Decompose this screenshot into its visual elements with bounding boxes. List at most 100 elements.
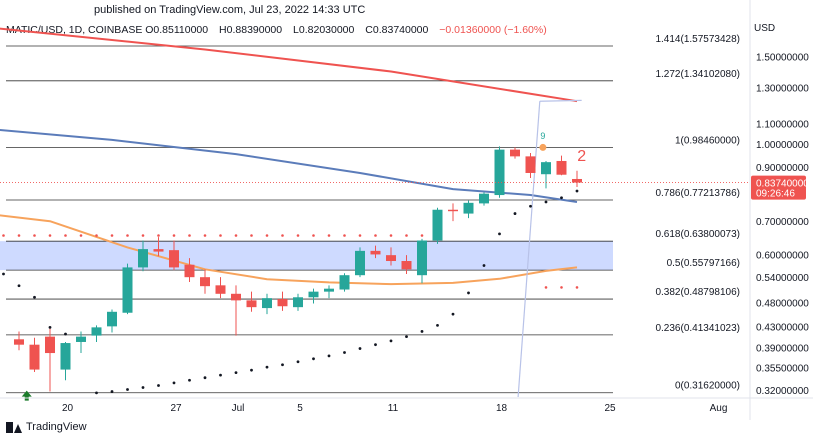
sar-dot-black	[436, 323, 439, 327]
open-label: O	[145, 24, 154, 36]
sar-dot-black	[219, 373, 222, 377]
y-tick-label: 0.48000000	[756, 299, 809, 310]
footer-brand[interactable]: TradingView	[26, 421, 87, 433]
y-tick-label: 0.54000000	[756, 273, 809, 284]
y-tick-label: 0.32000000	[756, 386, 809, 397]
candle-body	[246, 300, 257, 308]
sar-dot-black	[265, 365, 269, 369]
price-tag-box	[751, 175, 806, 200]
sar-dot-black	[575, 189, 579, 193]
sar-dot-black	[343, 351, 346, 354]
sar-dot-black	[95, 391, 98, 395]
close-label: C	[365, 24, 373, 36]
candle-body	[29, 344, 40, 370]
fib-level-label: 0.618(0.63800073)	[655, 229, 740, 240]
candle-body	[200, 277, 210, 287]
x-tick-label: Aug	[710, 403, 728, 414]
currency-label: USD	[754, 23, 775, 34]
sar-dot-red	[64, 234, 67, 237]
fib-level-label: 1.414(1.57573428)	[655, 34, 740, 45]
candle-body	[324, 288, 334, 292]
y-tick-label: 0.35500000	[756, 364, 809, 375]
fib-level-label: 0.236(0.41341023)	[655, 323, 740, 334]
sar-dot-black	[141, 386, 145, 389]
sar-dot-black	[33, 295, 36, 299]
sar-dot-red	[250, 234, 253, 237]
candle-body	[138, 249, 148, 268]
x-tick-label: 11	[388, 403, 399, 414]
sar-dot-black	[560, 196, 563, 200]
candle-body	[463, 202, 474, 214]
sar-dot-black	[513, 212, 517, 215]
sar-dot-black	[234, 371, 238, 375]
high-label: H	[219, 24, 227, 36]
sar-dot-red	[157, 234, 160, 237]
sar-dot-red	[110, 234, 114, 237]
sar-dot-black	[188, 378, 191, 382]
sar-dot-red	[141, 234, 145, 237]
sar-dot-black	[374, 343, 377, 347]
sar-dot-red	[17, 234, 21, 237]
sar-dot-red	[420, 234, 424, 237]
sar-dot-red	[343, 234, 346, 237]
sar-dot-black	[498, 232, 501, 236]
symbol-ohlc-row: MATIC/USD, 1D, COINBASE O0.85110000 H0.8…	[6, 24, 547, 36]
price-chart[interactable]: 1.414(1.57573428) 1.272(1.34102080) 1(0.98…	[0, 0, 813, 420]
x-tick-label: 18	[496, 403, 508, 414]
sar-dot-red	[575, 286, 579, 289]
open-value: 0.85110000	[153, 24, 209, 36]
support-zone	[0, 241, 613, 271]
sar-dot-black	[250, 368, 253, 372]
red-moving-average-line	[0, 27, 578, 103]
candle-body	[122, 267, 133, 313]
price-tag-countdown: 09:26:46	[756, 189, 795, 200]
sar-dot-red	[327, 234, 331, 237]
fib-level-label: 0.5(0.55797166)	[667, 258, 740, 269]
sar-dot-black	[110, 390, 114, 393]
candle-body	[231, 293, 241, 301]
sar-dot-black	[389, 339, 393, 343]
sar-dot-red	[296, 234, 300, 237]
x-tick-label: 27	[170, 403, 182, 414]
candle-body	[277, 299, 288, 307]
sar-dot-red	[33, 234, 36, 237]
fib-level-label: 0.382(0.48798106)	[655, 287, 740, 298]
footer: TradingView	[6, 421, 87, 433]
sar-dot-black	[312, 357, 315, 361]
sar-dot-red	[172, 234, 176, 237]
sar-dot-red	[2, 234, 5, 237]
y-tick-label: 1.50000000	[756, 53, 809, 64]
sar-dot-red	[544, 286, 548, 289]
candle-body	[417, 240, 427, 276]
candle-body	[556, 160, 567, 175]
projection-line-top	[539, 99, 582, 102]
projection-line	[517, 101, 541, 398]
candle-body	[479, 193, 489, 204]
candle-body	[525, 156, 536, 173]
sar-dot-red	[281, 234, 284, 237]
sar-dot-black	[157, 384, 160, 387]
candle-body	[541, 162, 551, 175]
y-tick-label: 0.43000000	[756, 322, 809, 333]
sar-dot-black	[281, 363, 284, 367]
sar-dot-red	[203, 234, 207, 237]
y-tick-label: 0.60000000	[756, 250, 809, 261]
y-tick-label: 0.90000000	[756, 163, 809, 174]
low-label: L	[293, 24, 299, 36]
buy-arrow-icon	[21, 390, 32, 401]
candle-body	[91, 327, 102, 336]
sar-dot-black	[327, 354, 331, 358]
sar-dot-black	[451, 312, 455, 316]
sar-dot-red	[560, 286, 563, 289]
candle-body	[293, 297, 303, 308]
candle-body	[153, 249, 164, 252]
candle-body	[448, 209, 458, 212]
sar-dot-red	[405, 234, 408, 237]
sar-dot-black	[544, 200, 548, 204]
sar-dot-red	[126, 234, 129, 237]
blue-moving-average-line	[0, 128, 578, 203]
sar-dot-red	[48, 234, 52, 237]
sar-dot-black	[529, 204, 532, 208]
change-value: −0.01360000 (−1.60%)	[439, 24, 547, 36]
sar-dot-black	[482, 264, 486, 267]
